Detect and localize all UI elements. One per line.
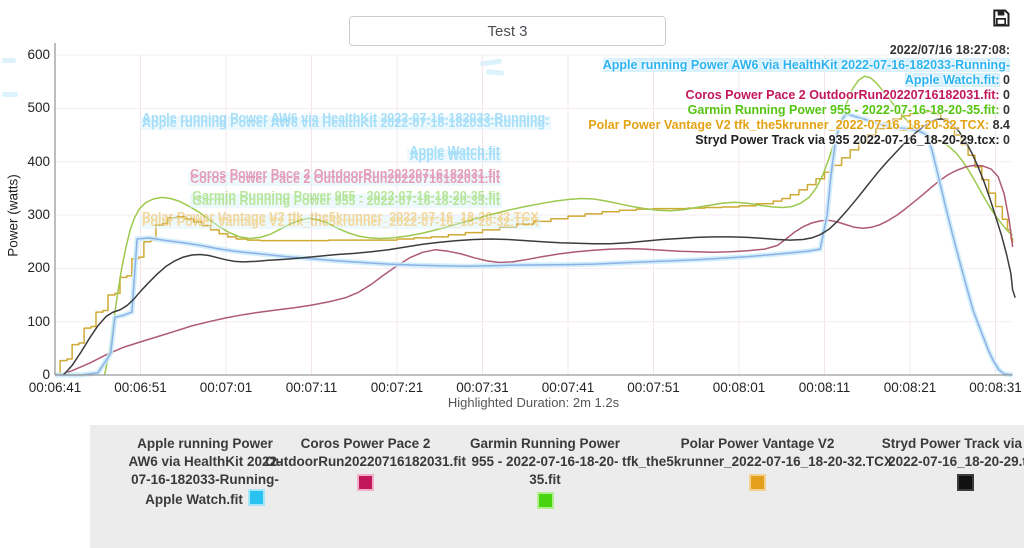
x-tick-label: 00:06:41: [28, 380, 82, 395]
ghost-tooltip-line: Apple running Power AW6 via HealthKit 20…: [140, 116, 552, 130]
series-line: [59, 164, 1014, 376]
legend-item-label: Apple running Power AW6 via HealthKit 20…: [128, 436, 282, 507]
y-tick-label: 400: [27, 153, 50, 169]
highlighted-duration-label: Highlighted Duration: 2m 1.2s: [447, 395, 620, 410]
tooltip-entry: Apple Watch.fit: 0: [904, 73, 1010, 87]
legend-swatch: [357, 474, 374, 491]
legend-item-1[interactable]: Coros Power Pace 2 OutdoorRun20220716182…: [258, 435, 473, 491]
series-line: [62, 118, 1016, 376]
x-tick-label: 00:07:31: [456, 380, 509, 395]
tooltip-entry: Coros Power Pace 2 OutdoorRun20220716182…: [685, 88, 1010, 102]
save-icon[interactable]: [991, 8, 1011, 28]
x-tick-label: 00:08:01: [712, 380, 766, 395]
series-line: [55, 112, 1013, 376]
power-chart-plot[interactable]: [0, 0, 1024, 420]
tooltip-entry: Polar Power Vantage V2 tfk_the5krunner_2…: [588, 118, 1010, 132]
series-line: [103, 75, 1014, 376]
ghost-tooltip-line: Apple Watch.fit: [407, 149, 502, 163]
legend-item-label: Garmin Running Power 955 - 2022-07-16-18…: [469, 436, 620, 487]
tooltip-entry: Apple running Power AW6 via HealthKit 20…: [602, 58, 1010, 72]
x-tick-label: 00:07:41: [541, 380, 595, 395]
x-tick-label: 00:08:21: [883, 380, 937, 395]
ghost-tooltip-line: Polar Power Vantage V2 tfk_the5krunner_2…: [140, 215, 541, 229]
legend-item-4[interactable]: Stryd Power Track via 935 2022-07-16_18-…: [865, 435, 1024, 491]
floppy-disk-icon: [993, 9, 1010, 27]
tooltip-timestamp: 2022/07/16 18:27:08:: [889, 43, 1010, 57]
legend-item-label: Polar Power Vantage V2 tfk_the5krunner_2…: [622, 436, 893, 469]
x-tick-label: 00:07:21: [370, 380, 424, 395]
ghost-artifact: [2, 92, 18, 97]
x-tick-label: 00:06:51: [114, 380, 167, 395]
y-tick-label: 0: [42, 367, 50, 382]
legend-item-label: Stryd Power Track via 935 2022-07-16_18-…: [881, 436, 1024, 469]
legend-item-0[interactable]: Apple running Power AW6 via HealthKit 20…: [125, 435, 285, 509]
y-tick-label: 100: [27, 313, 50, 329]
x-tick-label: 00:08:11: [798, 380, 851, 395]
legend-swatch: [956, 474, 974, 491]
y-tick-label: 300: [27, 207, 50, 222]
series-line: [55, 110, 1014, 375]
legend-swatch: [749, 474, 766, 491]
ghost-artifact: [2, 58, 16, 63]
ghost-tooltip-line: Coros Power Pace 2 OutdoorRun20220716182…: [188, 172, 502, 186]
legend-swatch: [247, 489, 265, 506]
legend-item-label: Coros Power Pace 2 OutdoorRun20220716182…: [264, 436, 467, 469]
y-tick-label: 200: [27, 260, 50, 276]
ghost-tooltip-line: Garmin Running Power 955 - 2022-07-16-18…: [190, 194, 502, 208]
x-tick-label: 00:07:11: [285, 380, 338, 395]
y-tick-label: 600: [27, 47, 50, 62]
legend-item-3[interactable]: Polar Power Vantage V2 tfk_the5krunner_2…: [610, 435, 905, 491]
x-tick-label: 00:07:51: [627, 380, 680, 395]
hover-tooltip: 2022/07/16 18:27:08: Apple running Power …: [588, 43, 1010, 148]
x-tick-label: 00:07:01: [199, 380, 253, 395]
chart-legend: Apple running Power AW6 via HealthKit 20…: [90, 425, 1024, 548]
y-tick-label: 500: [27, 100, 50, 116]
x-tick-label: 00:08:31: [969, 380, 1022, 395]
tooltip-entry: Stryd Power Track via 935 2022-07-16_18-…: [695, 133, 1010, 147]
legend-swatch: [536, 492, 554, 509]
tooltip-entry: Garmin Running Power 955 - 2022-07-16-18…: [687, 103, 1010, 117]
legend-item-2[interactable]: Garmin Running Power 955 - 2022-07-16-18…: [460, 435, 630, 509]
chart-title-input[interactable]: Test 3: [349, 16, 666, 46]
